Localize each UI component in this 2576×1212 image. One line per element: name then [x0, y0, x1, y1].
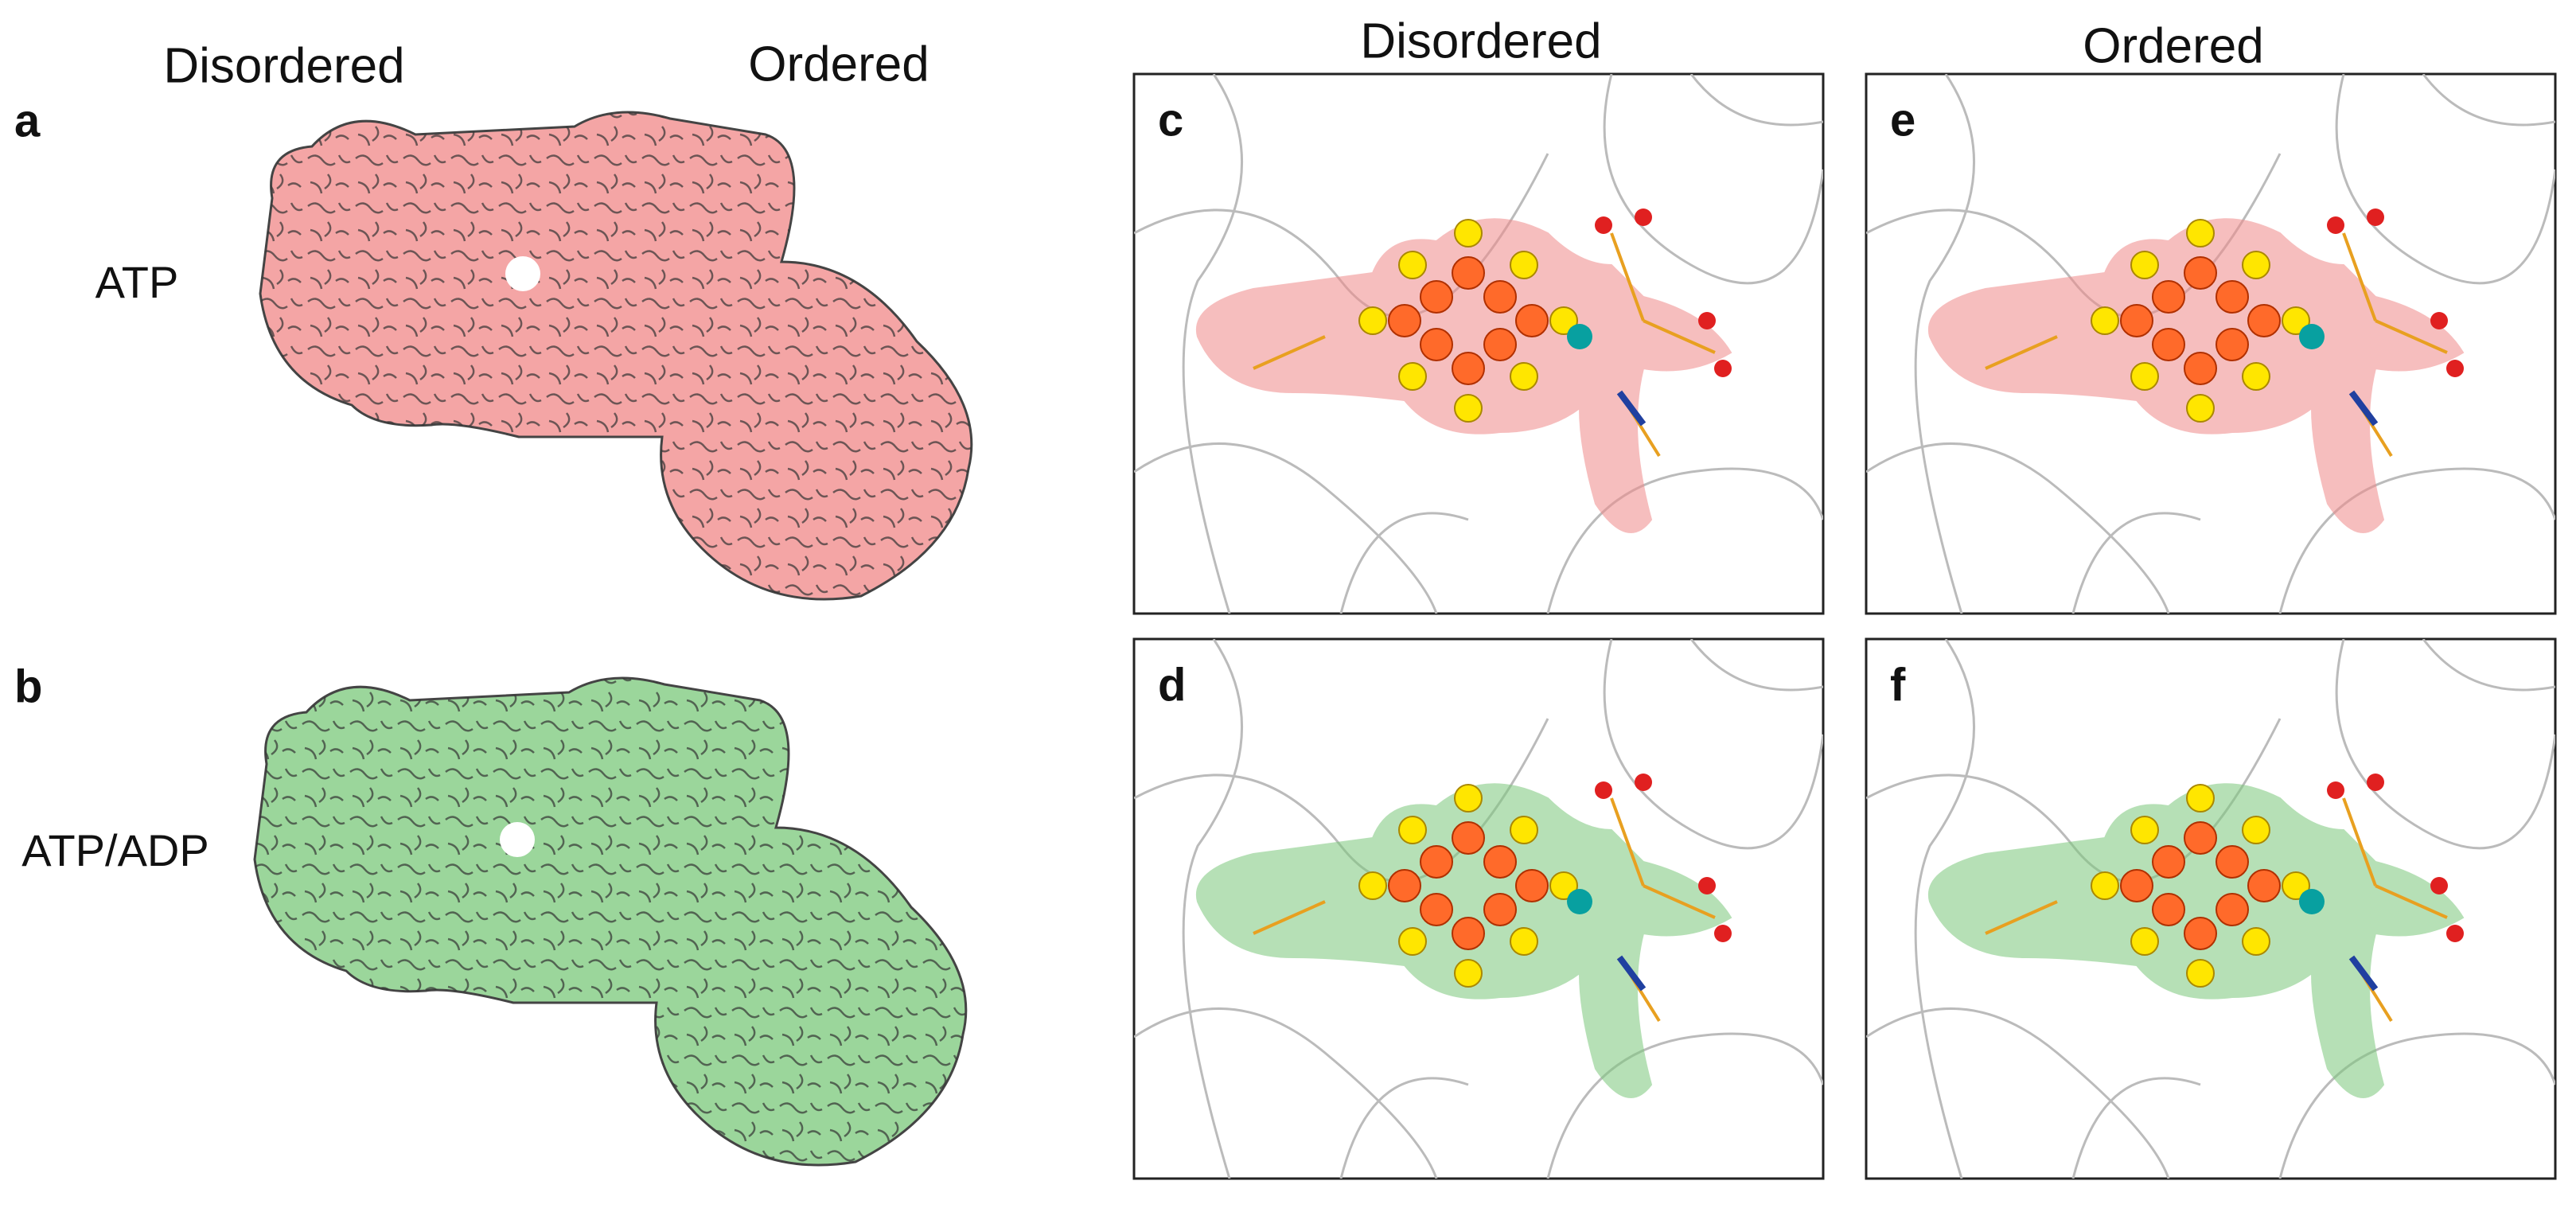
- panel-label: f: [1890, 659, 1906, 711]
- panel-label: d: [1158, 659, 1186, 711]
- column-header: Ordered: [748, 37, 929, 92]
- panel-e: e: [1865, 72, 2557, 615]
- density-map: [253, 676, 968, 1167]
- density-map: [259, 111, 973, 601]
- panel-d: d: [1132, 637, 1825, 1180]
- column-header: Ordered: [2083, 18, 2263, 73]
- column-header: Disordered: [1360, 14, 1601, 68]
- column-header: Disordered: [163, 38, 404, 93]
- panel-label: a: [14, 95, 41, 146]
- panel-label: c: [1158, 94, 1183, 146]
- panel-label: b: [14, 661, 42, 712]
- panel-c: c: [1132, 72, 1825, 615]
- row-label: ATP/ADP: [21, 825, 208, 875]
- panel-f: f: [1865, 637, 2557, 1180]
- row-label: ATP: [95, 257, 179, 307]
- panel-label: e: [1890, 94, 1915, 146]
